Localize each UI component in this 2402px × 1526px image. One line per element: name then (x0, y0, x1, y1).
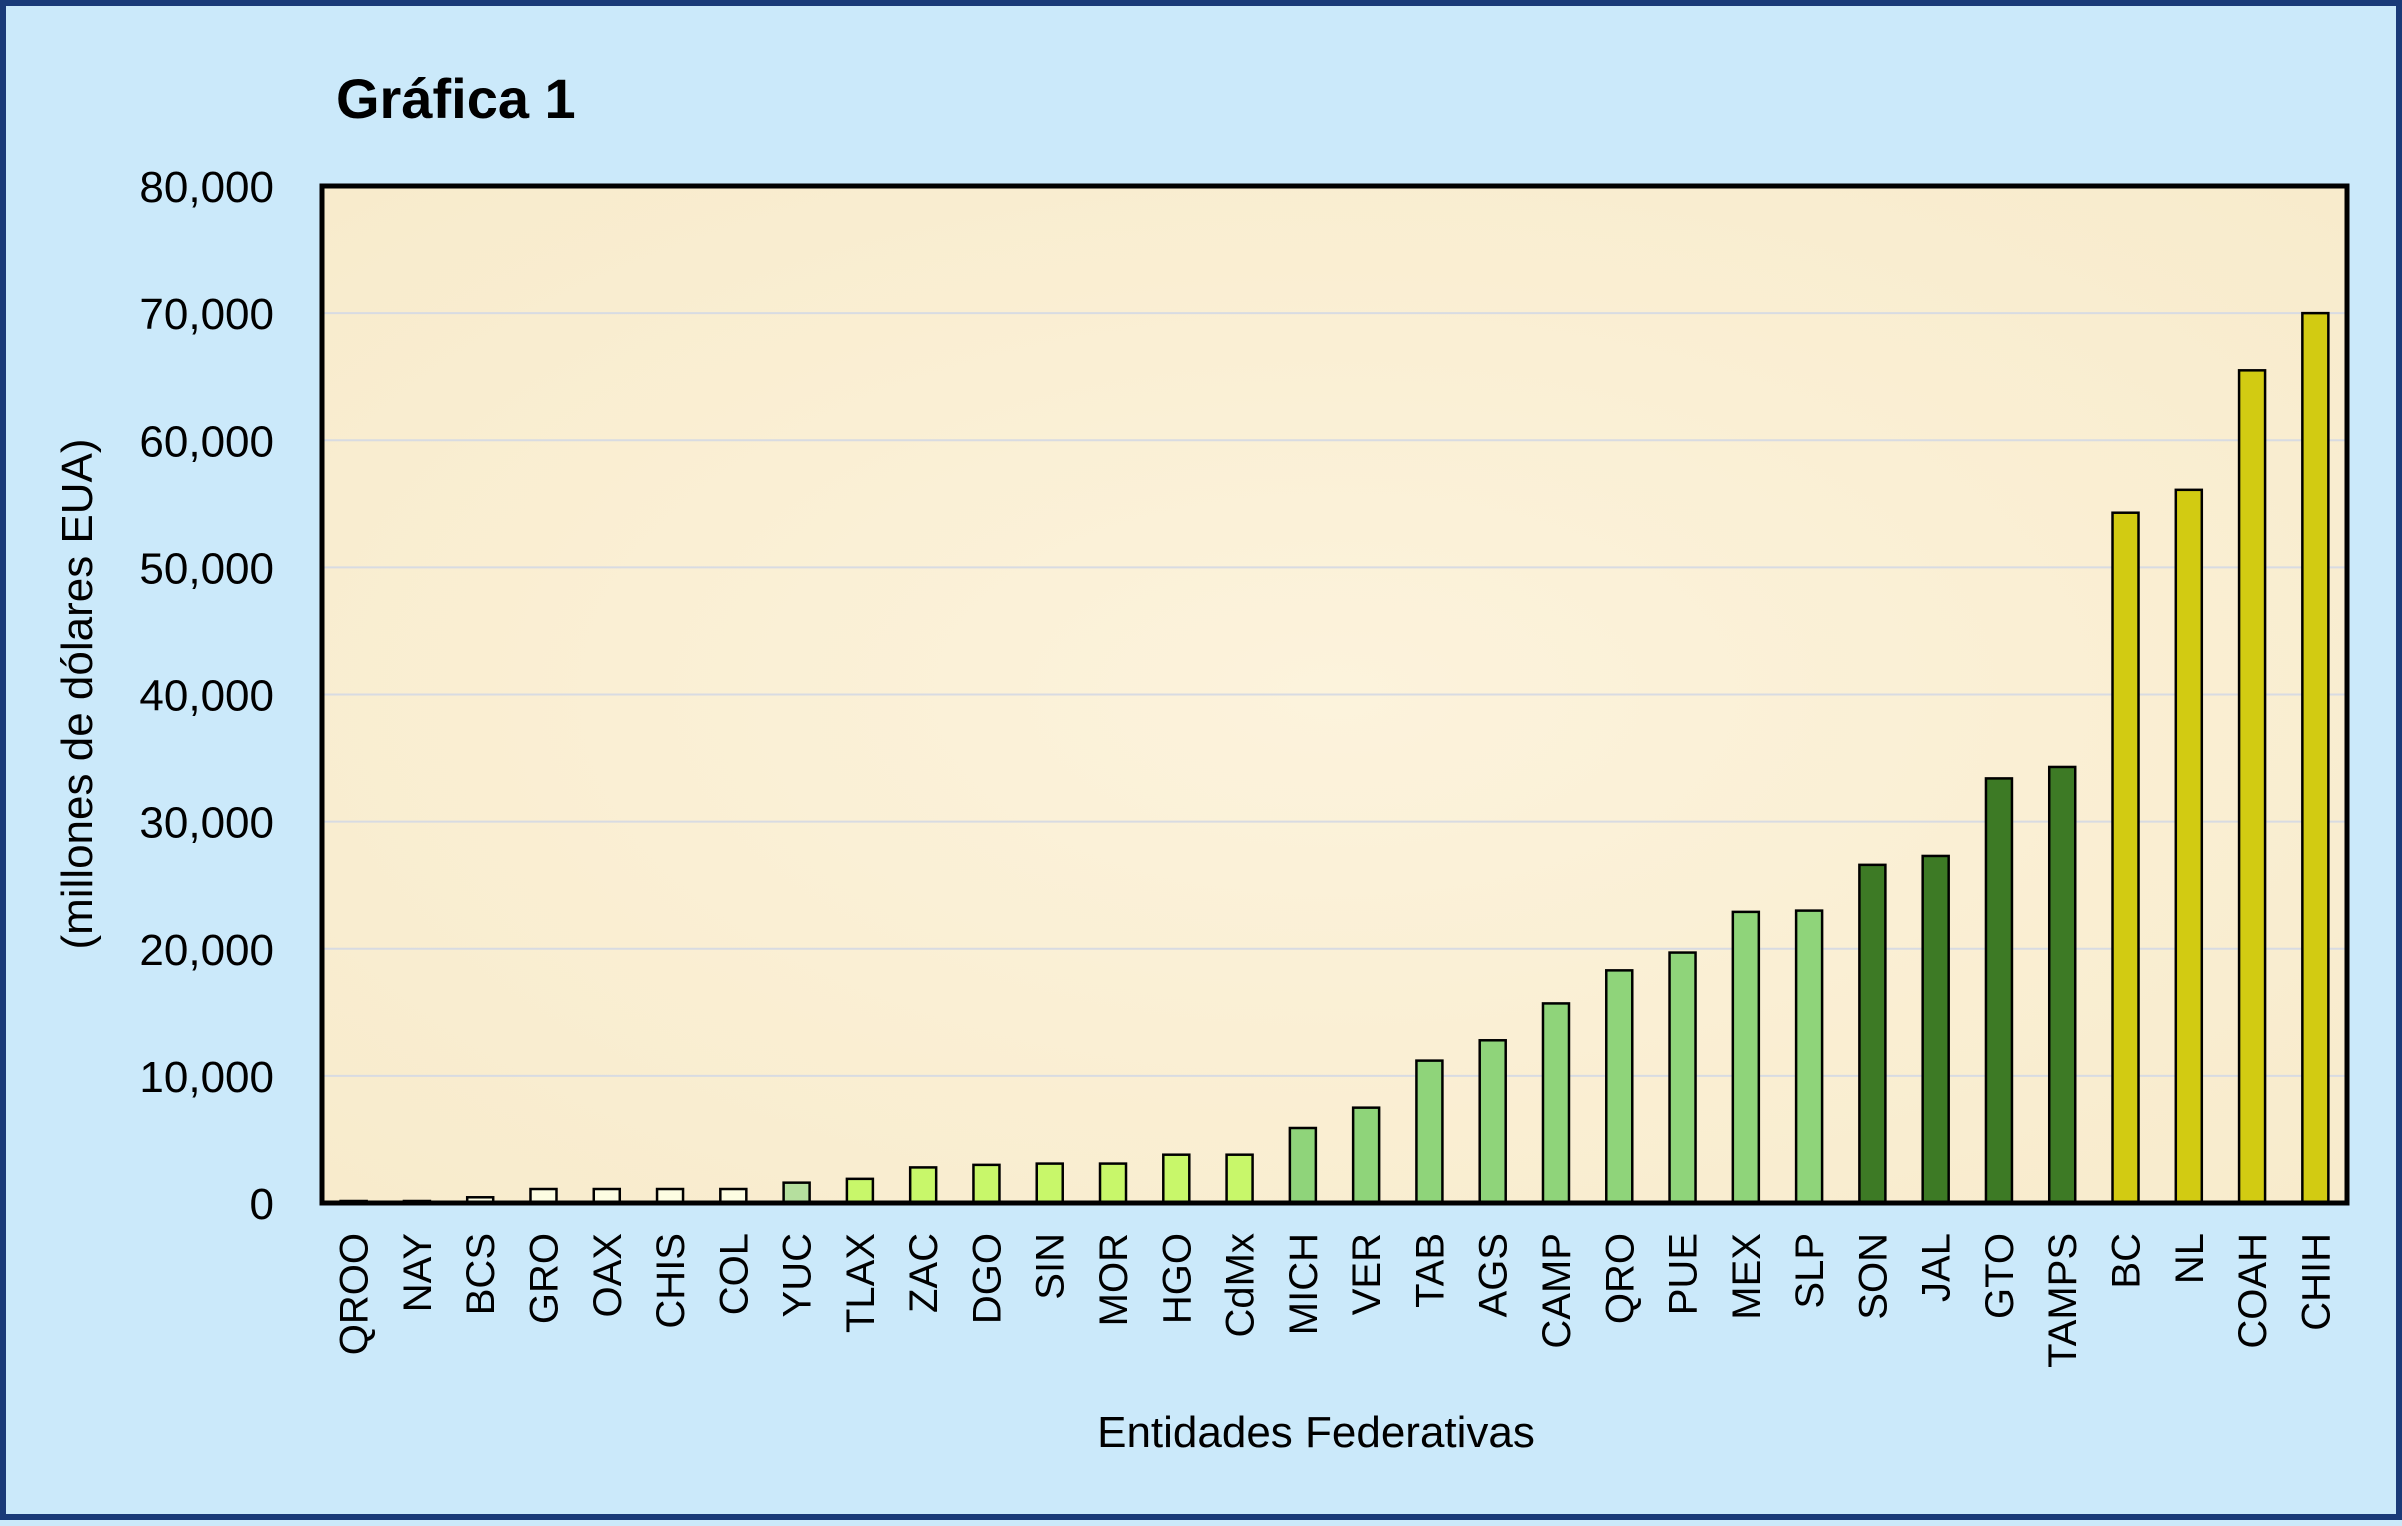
chart-svg: Gráfica 1 0 10,000 20,000 30,000 40,000 50,00… (53, 67, 2350, 1457)
x-tick-label: VER (1345, 1233, 1389, 1315)
x-tick-label: PUE (1662, 1233, 1706, 1315)
bar-tlax (845, 1177, 875, 1205)
y-tick-label: 70,000 (139, 290, 274, 339)
bar-tamps (2047, 765, 2077, 1205)
bar-cdmx (1225, 1153, 1254, 1205)
x-tick-label: COAH (2231, 1233, 2275, 1349)
x-tick-label: GRO (522, 1233, 566, 1324)
bar-mich (1288, 1126, 1318, 1205)
y-tick-label: 40,000 (139, 672, 274, 721)
x-tick-label: SIN (1029, 1233, 1073, 1300)
x-tick-label: COL (712, 1233, 756, 1315)
x-tick-label: MICH (1282, 1233, 1326, 1335)
y-axis-label: (millones de dólares EUA) (53, 438, 102, 949)
bar-yuc (782, 1181, 811, 1205)
x-tick-label: SON (1851, 1233, 1895, 1320)
bar-slp (1794, 909, 1824, 1205)
bar-ver (1351, 1106, 1381, 1205)
x-tick-label: SLP (1788, 1233, 1832, 1309)
x-tick-label: CdMx (1219, 1233, 1263, 1337)
x-tick-label: NL (2168, 1233, 2212, 1284)
bar-mor (1098, 1162, 1128, 1205)
x-tick-label: CAMP (1535, 1233, 1579, 1349)
y-tick-label: 30,000 (139, 799, 274, 848)
x-tick-label: MOR (1092, 1233, 1136, 1326)
x-tick-label: TAMPS (2041, 1233, 2085, 1368)
x-tick-label: BC (2105, 1233, 2149, 1289)
bar-sin (1035, 1162, 1064, 1205)
y-tick-label: 20,000 (139, 926, 274, 975)
y-tick-label: 0 (250, 1180, 274, 1229)
x-tick-label: QROO (333, 1233, 377, 1355)
bar-jal (1921, 854, 1950, 1205)
bar-camp (1541, 1002, 1571, 1205)
x-tick-label: OAX (586, 1233, 630, 1317)
bar-pue (1668, 951, 1697, 1205)
gridlines (322, 312, 2347, 1077)
x-tick-label: YUC (776, 1233, 820, 1317)
bar-bc (2111, 511, 2140, 1205)
bar-coah (2237, 369, 2267, 1205)
bar-chih (2301, 311, 2330, 1205)
x-tick-label: BCS (459, 1233, 503, 1315)
bar-zac (908, 1166, 938, 1205)
x-tick-label: CHIS (649, 1233, 693, 1329)
x-axis-ticks: QROO NAY BCS GRO OAX CHIS COL YUC TLAX ZAC DGO SIN M… (333, 1233, 2339, 1368)
bar-qro (1605, 969, 1634, 1205)
bar-hgo (1162, 1153, 1191, 1205)
y-tick-label: 10,000 (139, 1053, 274, 1102)
bar-ags (1478, 1039, 1507, 1205)
x-tick-label: QRO (1598, 1233, 1642, 1324)
x-tick-label: MEX (1725, 1233, 1769, 1320)
y-tick-label: 50,000 (139, 544, 274, 593)
x-tick-label: AGS (1472, 1233, 1516, 1317)
y-tick-label: 80,000 (139, 163, 274, 212)
x-tick-label: TAB (1408, 1233, 1452, 1308)
x-tick-label: CHIH (2294, 1233, 2338, 1331)
x-axis-label: Entidades Federativas (1097, 1408, 1535, 1457)
y-axis-ticks: 0 10,000 20,000 30,000 40,000 50,000 60,000 70,… (139, 163, 274, 1229)
bar-nl (2174, 488, 2204, 1205)
x-tick-label: TLAX (839, 1233, 883, 1333)
y-tick-label: 60,000 (139, 417, 274, 466)
x-tick-label: HGO (1155, 1233, 1199, 1324)
x-tick-label: JAL (1915, 1233, 1959, 1302)
bars (339, 311, 2330, 1205)
x-tick-label: NAY (396, 1233, 440, 1312)
chart-title: Gráfica 1 (336, 67, 576, 130)
bar-mex (1731, 910, 1761, 1205)
bar-tab (1415, 1059, 1444, 1205)
bar-dgo (972, 1163, 1001, 1205)
bar-gto (1984, 777, 2014, 1205)
x-tick-label: GTO (1978, 1233, 2022, 1319)
bar-son (1858, 863, 1887, 1205)
x-tick-label: ZAC (902, 1233, 946, 1313)
x-tick-label: DGO (965, 1233, 1009, 1324)
plot-border (319, 183, 2350, 1206)
